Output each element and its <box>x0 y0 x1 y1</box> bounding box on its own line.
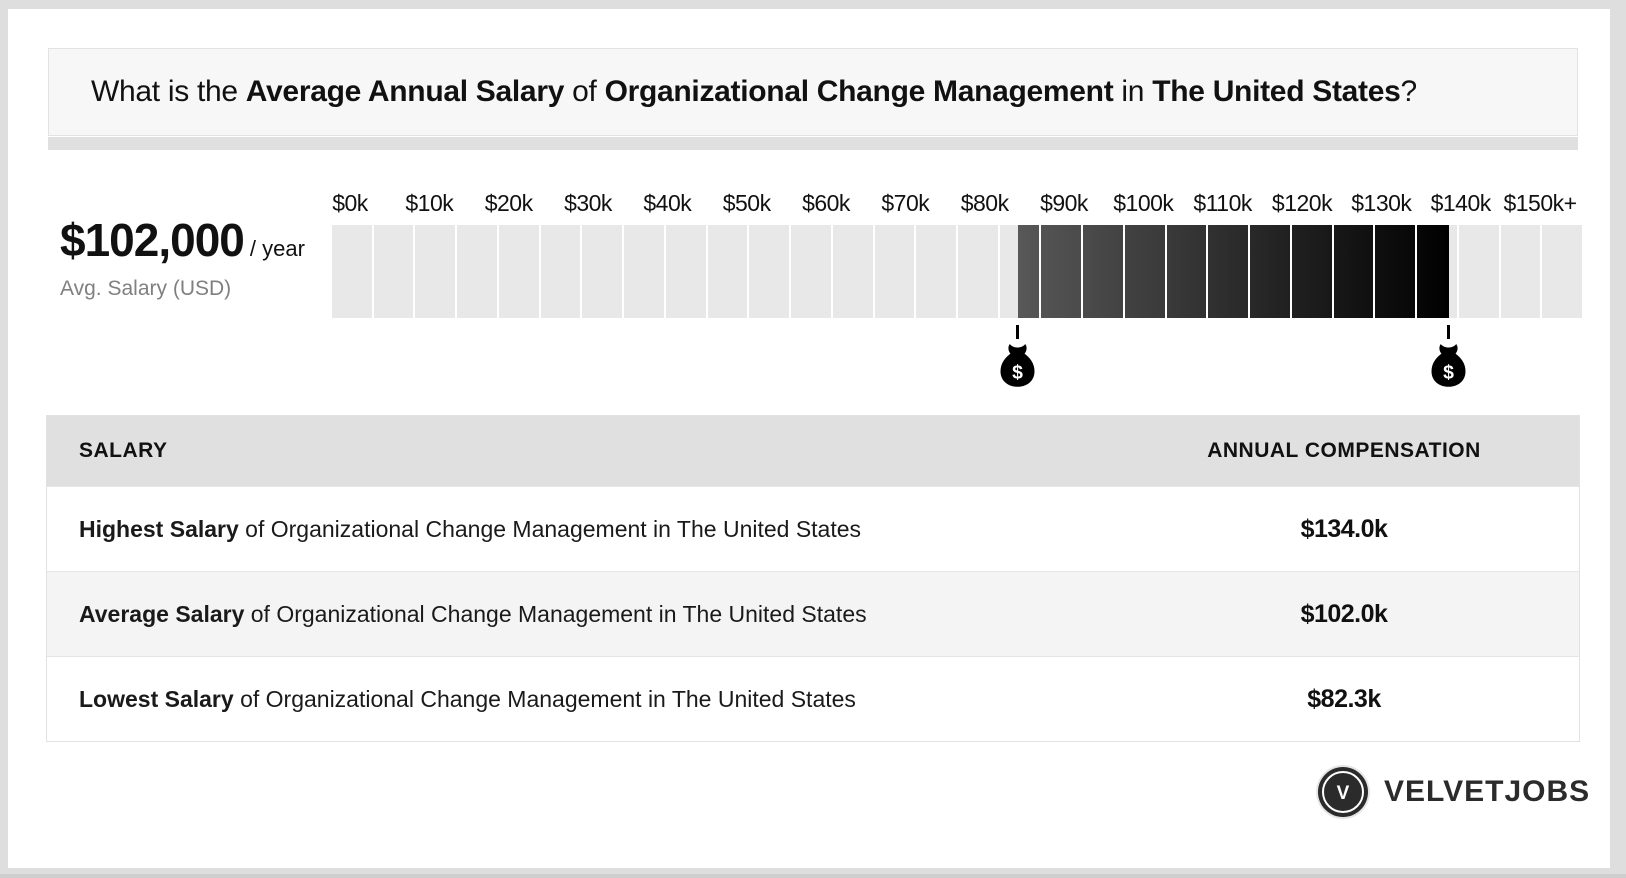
axis-tick-label: $40k <box>643 190 692 216</box>
axis-labels: $0k $10k $20k $30k $40k $50k $60k $70k $80k $90k $… <box>332 183 1582 225</box>
row-label-bold: Highest Salary <box>79 515 239 542</box>
axis-tick-label: $110k <box>1193 190 1252 216</box>
scale-segment <box>1417 225 1457 318</box>
title-card-shadow <box>48 137 1578 150</box>
table-row-lowest: Lowest Salary of Organizational Change M… <box>47 656 1579 741</box>
scale-segment <box>1124 225 1165 318</box>
axis-tick-label: $30k <box>564 190 612 216</box>
scale-segment <box>415 225 456 318</box>
scale-segment <box>582 225 623 318</box>
scale-segment <box>1291 225 1332 318</box>
row-label-bold: Lowest Salary <box>79 685 234 712</box>
svg-text:$: $ <box>1012 361 1023 383</box>
row-label-rest: of Organizational Change Management in T… <box>238 515 862 542</box>
page-canvas: What is the Average Annual Salary of Org… <box>8 9 1610 868</box>
axis-tick-label: $120k <box>1271 190 1333 216</box>
scale-segment <box>1166 225 1207 318</box>
scale-segment <box>498 225 539 318</box>
axis-tick-label: $10k <box>405 190 454 216</box>
scale-segment <box>665 225 706 318</box>
average-salary-caption: Avg. Salary (USD) <box>60 277 232 300</box>
axis-tick-label: $20k <box>484 190 533 216</box>
velvetjobs-logo: V VELVETJOBS <box>1316 765 1590 819</box>
row-label: Average Salary of Organizational Change … <box>47 601 1109 628</box>
salary-scale-bar <box>332 225 1583 318</box>
axis-tick-label: $60k <box>802 190 850 216</box>
axis-tick-label: $140k <box>1430 190 1492 216</box>
money-bag-icon: $ <box>1431 344 1466 387</box>
title-part: of <box>564 75 605 108</box>
row-label-bold: Average Salary <box>79 600 245 627</box>
marker-tick <box>1447 325 1451 339</box>
scale-segment <box>624 225 664 318</box>
axis-tick-label: $80k <box>960 190 1009 216</box>
average-salary-period: / year <box>249 236 305 261</box>
scale-segment <box>749 225 790 318</box>
scale-segment <box>1083 225 1123 318</box>
salary-table: SALARY ANNUAL COMPENSATION Highest Salar… <box>46 415 1580 742</box>
row-label: Highest Salary of Organizational Change … <box>47 516 1109 543</box>
scale-segment <box>1250 225 1290 318</box>
axis-tick-label: $90k <box>1040 190 1088 216</box>
scale-segment <box>999 225 1040 318</box>
average-salary-stat: $102,000/ year Avg. Salary (USD) <box>60 213 305 301</box>
page-title: What is the Average Annual Salary of Org… <box>91 75 1417 109</box>
axis-tick-label: $100k <box>1113 190 1174 216</box>
title-part-bold: Average Annual Salary <box>245 75 565 108</box>
scale-segment <box>1333 225 1374 318</box>
scale-segment <box>958 225 998 318</box>
axis-tick-label: $50k <box>722 190 771 216</box>
svg-text:V: V <box>1337 783 1350 804</box>
scale-segment <box>1041 225 1082 318</box>
table-row-average: Average Salary of Organizational Change … <box>47 571 1579 656</box>
scale-segment <box>457 225 497 318</box>
scale-segment <box>916 225 957 318</box>
title-part: ? <box>1400 75 1418 108</box>
row-label-rest: of Organizational Change Management in T… <box>233 685 856 712</box>
scale-segment <box>540 225 581 318</box>
axis-tick-label: $130k <box>1351 190 1412 216</box>
scale-segment <box>707 225 748 318</box>
title-part: What is the <box>91 75 246 108</box>
svg-text:$: $ <box>1443 361 1454 383</box>
scale-segment <box>1458 225 1499 318</box>
axis-tick-label: $150k+ <box>1503 190 1577 216</box>
title-part-bold: The United States <box>1152 75 1401 108</box>
v-badge-icon: V <box>1316 765 1370 819</box>
money-bag-icon: $ <box>1000 344 1035 387</box>
row-label: Lowest Salary of Organizational Change M… <box>47 686 1109 713</box>
scale-segment <box>373 225 414 318</box>
brand-name: VELVETJOBS <box>1384 775 1591 808</box>
title-card: What is the Average Annual Salary of Org… <box>48 48 1578 136</box>
scale-segment <box>1500 225 1541 318</box>
scale-segment <box>1375 225 1416 318</box>
row-value: $134.0k <box>1300 514 1388 543</box>
scale-segment <box>791 225 831 318</box>
salary-scale-chart: $0k $10k $20k $30k $40k $50k $60k $70k $80k $90k $… <box>332 183 1583 413</box>
table-header-annual-compensation: ANNUAL COMPENSATION <box>1207 439 1481 462</box>
scale-segment <box>1208 225 1249 318</box>
scale-segment <box>1542 225 1583 318</box>
lowest-salary-marker: $ <box>998 325 1038 387</box>
average-salary-amount: $102,000 <box>60 214 245 266</box>
scale-segment <box>874 225 915 318</box>
axis-tick-label: $70k <box>881 190 930 216</box>
title-part-bold: Organizational Change Management <box>604 75 1114 108</box>
row-value: $82.3k <box>1307 684 1381 713</box>
table-header-salary: SALARY <box>79 439 168 462</box>
title-part: in <box>1113 75 1153 108</box>
table-header-row: SALARY ANNUAL COMPENSATION <box>47 416 1579 486</box>
scale-segment <box>832 225 873 318</box>
highest-salary-marker: $ <box>1429 325 1469 387</box>
table-row-highest: Highest Salary of Organizational Change … <box>47 486 1579 571</box>
row-value: $102.0k <box>1300 599 1388 628</box>
row-label-rest: of Organizational Change Management in T… <box>244 600 867 627</box>
axis-tick-label: $0k <box>332 190 368 216</box>
marker-tick <box>1016 325 1020 339</box>
scale-segment <box>332 225 372 318</box>
